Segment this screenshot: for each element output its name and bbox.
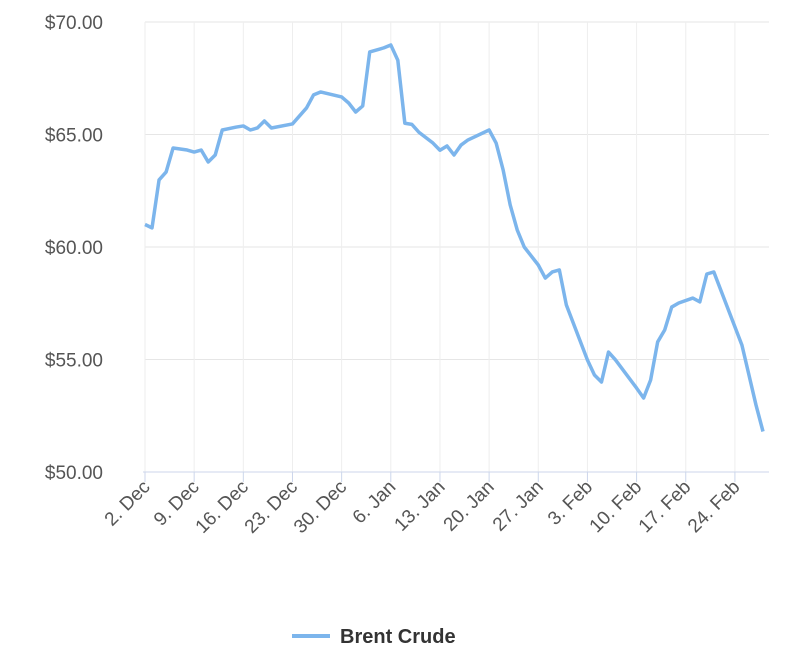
- x-tick-label: 23. Dec: [241, 477, 302, 538]
- x-tick-label: 27. Jan: [489, 477, 548, 536]
- x-tick-label: 20. Jan: [440, 477, 499, 536]
- y-tick-label: $70.00: [45, 13, 103, 34]
- y-tick-label: $50.00: [45, 463, 103, 484]
- x-tick-label: 13. Jan: [391, 477, 450, 536]
- x-tick-label: 17. Feb: [635, 477, 695, 537]
- x-tick-label: 16. Dec: [192, 477, 253, 538]
- x-tick-label: 2. Dec: [101, 477, 155, 531]
- y-tick-label: $60.00: [45, 238, 103, 259]
- x-tick-label: 10. Feb: [586, 477, 646, 537]
- x-tick-label: 24. Feb: [684, 477, 744, 537]
- data-line: [144, 43, 765, 432]
- y-tick-label: $55.00: [45, 351, 103, 372]
- legend-label[interactable]: Brent Crude: [340, 626, 456, 648]
- x-tick-label: 30. Dec: [290, 477, 351, 538]
- y-tick-label: $65.00: [45, 126, 103, 147]
